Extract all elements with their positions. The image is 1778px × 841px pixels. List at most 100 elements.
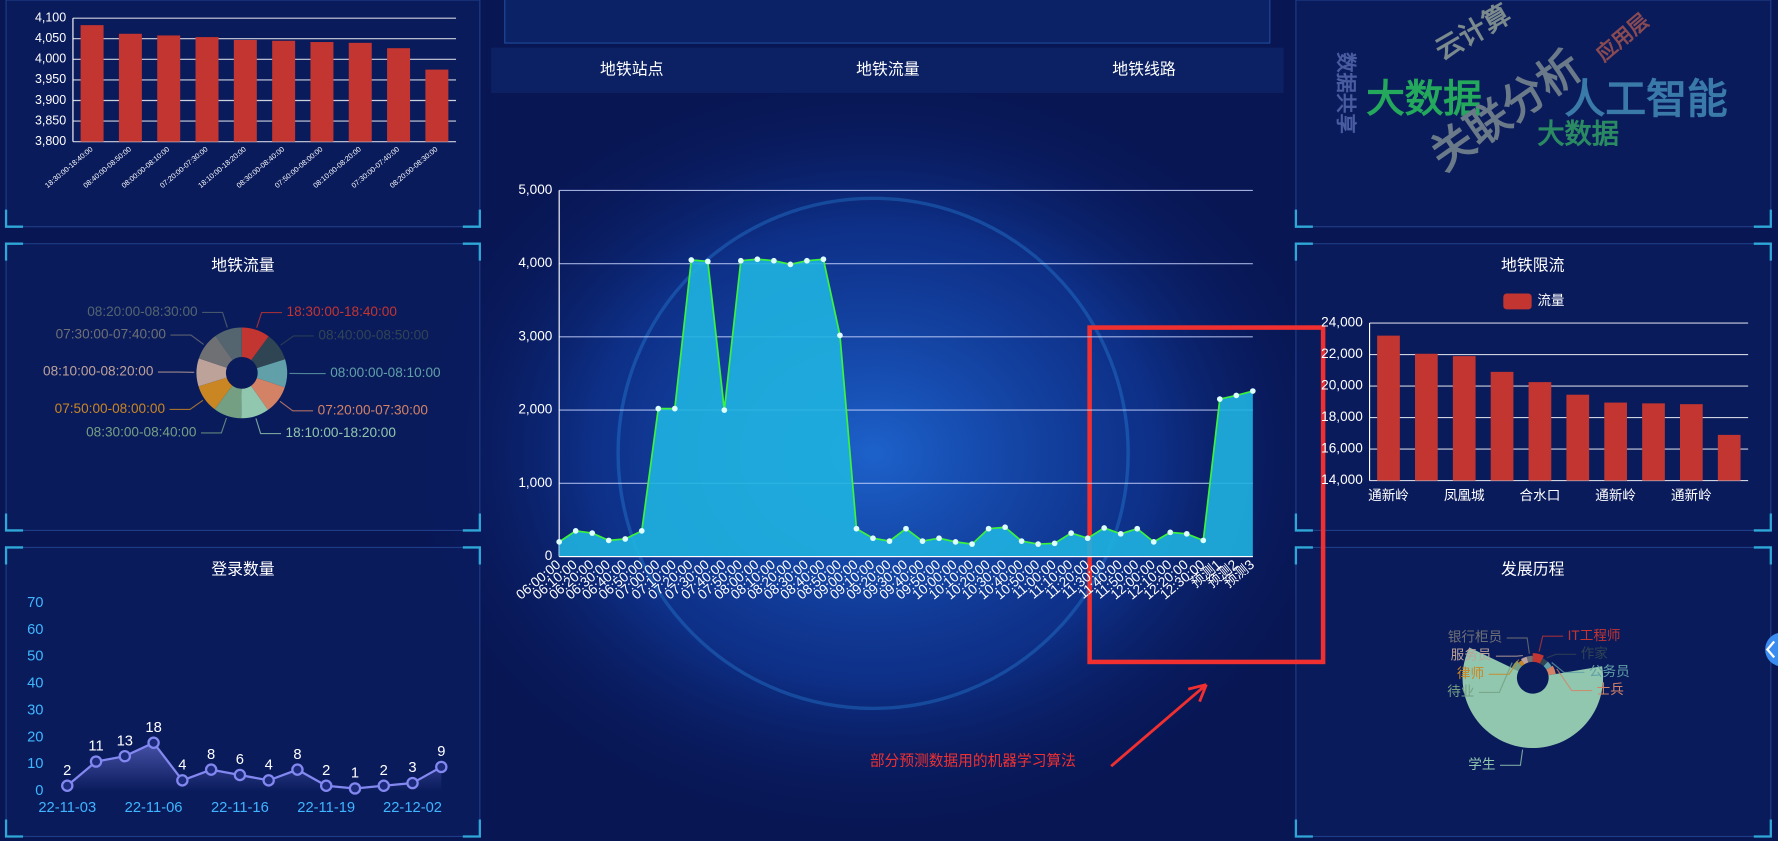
y-tick-label: 4,000 <box>35 52 66 66</box>
rose-slice <box>1526 655 1533 663</box>
pie-slice <box>251 336 286 369</box>
slice-label: 学生 <box>1468 757 1495 772</box>
nav-tab[interactable]: 地铁线路 <box>1112 60 1176 78</box>
x-tick-label: 22-11-19 <box>297 800 355 816</box>
slice-label: 08:00:00-08:10:00 <box>330 365 441 380</box>
data-label: 1 <box>351 766 359 782</box>
panels <box>4 0 1772 838</box>
bar <box>387 48 411 142</box>
point <box>671 405 678 412</box>
label-line <box>255 418 282 435</box>
panel-corners <box>1294 209 1772 838</box>
bar <box>272 40 296 142</box>
globe-ring <box>616 196 1130 711</box>
label-line <box>280 335 314 346</box>
label-line <box>170 334 204 345</box>
slice-label: 18:10:00-18:20:00 <box>286 425 397 440</box>
slice-label: 08:20:00-08:30:00 <box>87 304 198 319</box>
y-tick-label: 40 <box>27 676 43 692</box>
y-tick-label: 3,950 <box>35 72 66 86</box>
pie-slice <box>214 385 242 419</box>
label-line <box>1556 668 1593 692</box>
annotation: 部分预测数据用的机器学习算法 <box>870 753 1076 770</box>
nav-tab[interactable]: 地铁站点 <box>600 60 664 78</box>
panel <box>1295 0 1772 228</box>
legend-label: 流量 <box>1537 293 1564 308</box>
pie-slice <box>198 377 233 410</box>
nav-tab[interactable]: 地铁流量 <box>856 60 920 78</box>
y-tick-label: 3,900 <box>35 93 66 107</box>
slice-label: 08:40:00-08:50:00 <box>318 328 429 343</box>
bar <box>1414 353 1438 481</box>
annotation-arrow <box>1110 683 1208 768</box>
point <box>853 525 860 532</box>
rose-slice <box>1511 660 1522 671</box>
bar <box>1642 403 1665 481</box>
point <box>1117 530 1124 537</box>
data-label: 4 <box>178 758 186 774</box>
point <box>1035 541 1041 547</box>
bar <box>1377 335 1400 481</box>
pie-slice <box>215 327 242 360</box>
y-tick-label: 4,050 <box>35 31 66 45</box>
rose-slice <box>1532 653 1544 664</box>
point <box>870 535 876 542</box>
word: 数据共享 <box>1334 52 1358 134</box>
label-line <box>1499 749 1524 766</box>
point <box>319 779 333 792</box>
bar <box>1679 404 1703 481</box>
point <box>262 774 275 787</box>
y-tick-label: 24,000 <box>1321 315 1363 330</box>
y-tick-label: 5,000 <box>518 182 552 197</box>
side-toggle[interactable] <box>1765 632 1778 666</box>
x-tick-label: 通新岭 <box>1595 488 1636 503</box>
bar <box>80 25 104 142</box>
rose-slice <box>1539 658 1548 667</box>
y-tick-label: 3,000 <box>518 328 552 343</box>
slice-label: 士兵 <box>1597 682 1624 697</box>
bar <box>1717 434 1741 481</box>
y-tick-label: 20,000 <box>1321 378 1363 393</box>
bar <box>1566 394 1590 481</box>
slice-label: 18:30:00-18:40:00 <box>287 304 398 319</box>
point <box>89 755 103 768</box>
label-line <box>1488 659 1520 675</box>
bar <box>1452 356 1476 481</box>
point <box>1233 392 1240 399</box>
point <box>1183 530 1190 537</box>
line-area <box>67 742 442 792</box>
point <box>1249 388 1256 394</box>
point <box>176 774 189 787</box>
point <box>1068 530 1074 536</box>
point <box>1150 539 1157 545</box>
point <box>952 539 959 545</box>
bar <box>1528 382 1552 481</box>
y-tick-label: 14,000 <box>1321 472 1363 487</box>
slice-label: 作家 <box>1581 645 1609 661</box>
pie-slice <box>241 385 268 419</box>
point <box>1051 540 1058 547</box>
y-tick-label: 10 <box>27 756 43 772</box>
point <box>919 538 926 544</box>
point <box>903 525 909 532</box>
bar <box>310 42 334 142</box>
y-tick-label: 30 <box>27 702 43 718</box>
panel-title: 地铁限流 <box>1501 257 1565 275</box>
y-tick-label: 4,000 <box>518 255 552 270</box>
point <box>655 405 662 412</box>
point <box>589 530 596 536</box>
bar <box>118 33 142 142</box>
bar <box>157 35 181 142</box>
y-tick-label: 16,000 <box>1321 441 1363 456</box>
rose-slice <box>1518 660 1525 667</box>
slice-label: IT工程师 <box>1568 628 1621 643</box>
top-banner <box>504 0 1271 44</box>
data-label: 3 <box>408 760 416 776</box>
x-tick-label: 22-11-06 <box>125 800 183 816</box>
point <box>704 258 711 265</box>
y-tick-label: 50 <box>27 649 43 665</box>
word: 大数据 <box>1537 118 1619 149</box>
panel <box>1295 546 1772 838</box>
